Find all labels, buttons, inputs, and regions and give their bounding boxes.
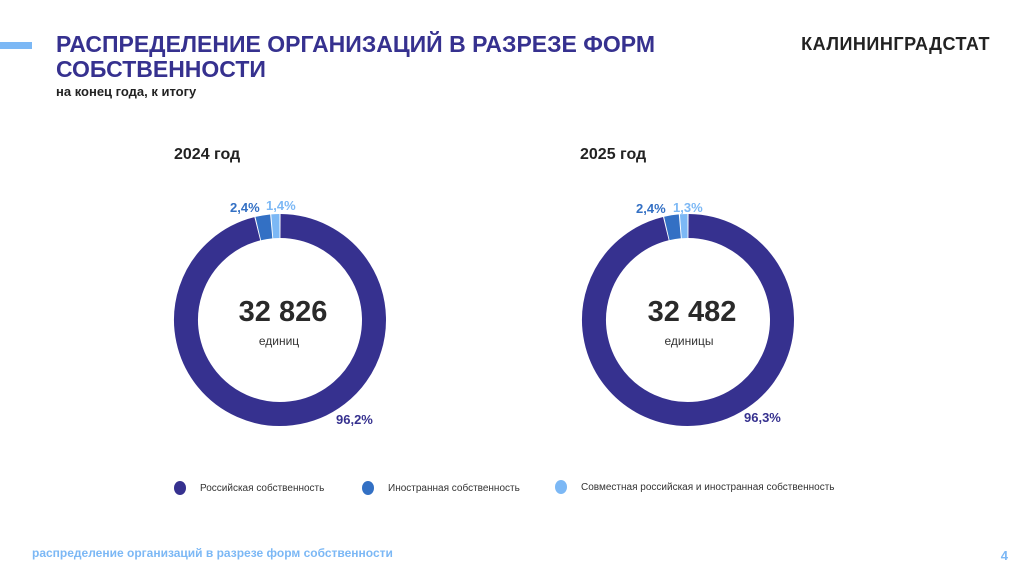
legend-label: Иностранная собственность: [388, 482, 520, 494]
accent-bar: [0, 42, 32, 49]
chart-2025-unit: единицы: [664, 334, 714, 348]
donut-2025-segment-russian: [582, 214, 794, 426]
page-number: 4: [1000, 548, 1008, 563]
footer-text: распределение организаций в разрезе форм…: [32, 546, 393, 560]
chart-2025-total: 32 482: [647, 296, 737, 328]
chart-2024-label-joint: 1,4%: [266, 198, 296, 213]
legend-item-russian: Российская собственность: [174, 481, 324, 495]
legend-item-joint: Совместная российская и иностранная собс…: [555, 480, 835, 494]
chart-2025-label-foreign: 2,4%: [636, 201, 666, 216]
legend-dot-icon: [174, 481, 186, 495]
chart-2025-label-russian: 96,3%: [744, 410, 781, 425]
donut-2024-segment-russian: [174, 214, 386, 426]
legend-dot-icon: [362, 481, 374, 495]
legend-label: Совместная российская и иностранная собс…: [581, 481, 835, 493]
chart-2024-total: 32 826: [238, 296, 328, 328]
page-title: РАСПРЕДЕЛЕНИЕ ОРГАНИЗАЦИЙ В РАЗРЕЗЕ ФОРМ…: [56, 31, 655, 82]
legend-dot-icon: [555, 480, 567, 494]
legend-label: Российская собственность: [200, 482, 325, 494]
legend-item-foreign: Иностранная собственность: [362, 481, 520, 495]
chart-2024-label-russian: 96,2%: [336, 412, 373, 427]
page-subtitle: на конец года, к итогу: [56, 84, 197, 99]
brand-logo: КАЛИНИНГРАДСТАТ: [801, 34, 990, 54]
chart-2025-title: 2025 год: [580, 146, 647, 163]
donut-2025-segment-foreign: [664, 214, 682, 241]
chart-2024-label-foreign: 2,4%: [230, 200, 260, 215]
donut-2024-segment-foreign: [255, 214, 273, 241]
chart-2025-label-joint: 1,3%: [673, 200, 703, 215]
chart-2024-unit: единиц: [258, 334, 300, 348]
chart-2024-title: 2024 год: [174, 146, 241, 163]
